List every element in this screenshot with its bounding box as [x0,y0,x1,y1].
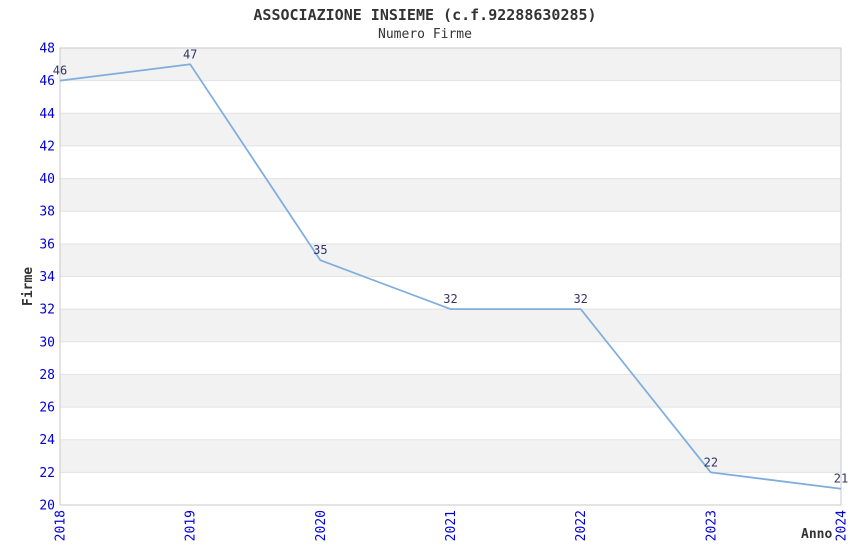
y-tick-label: 26 [39,401,55,416]
y-tick-label: 48 [39,42,55,57]
x-tick-label: 2021 [444,510,459,541]
y-tick-label: 40 [39,172,55,187]
y-tick-label: 22 [39,466,55,481]
data-point-label: 46 [53,64,67,78]
plot-band [60,178,841,212]
y-axis-label: Firme [21,266,36,306]
y-tick-label: 36 [39,237,55,252]
y-tick-label: 24 [39,433,55,448]
data-point-label: 47 [183,47,197,61]
y-tick-label: 46 [39,74,55,89]
chart-subtitle: Numero Firme [378,27,472,42]
x-tick-label: 2023 [704,510,719,541]
x-tick-label: 2019 [184,510,199,541]
y-tick-label: 44 [39,107,55,122]
y-tick-label: 30 [39,335,55,350]
data-point-label: 32 [573,292,587,306]
data-point-label: 21 [834,472,848,486]
plot-band [60,243,841,277]
plot-band [60,439,841,473]
y-tick-label: 34 [39,270,55,285]
chart-title: ASSOCIAZIONE INSIEME (c.f.92288630285) [253,6,597,24]
data-line [59,63,842,490]
y-tick-label: 28 [39,368,55,383]
plot-band [60,48,841,81]
plot-band [60,374,841,408]
x-tick-label: 2020 [314,510,329,541]
x-tick-label: 2024 [835,510,850,541]
data-point-label: 22 [704,455,718,469]
data-point-label: 35 [313,243,327,257]
y-tick-label: 42 [39,139,55,154]
x-tick-label: 2022 [574,510,589,541]
y-tick-label: 32 [39,303,55,318]
data-point-label: 32 [443,292,457,306]
x-axis-label: Anno [801,527,833,542]
x-tick-label: 2018 [54,510,69,541]
plot-border [59,47,842,506]
plot-band [60,113,841,146]
y-tick-label: 38 [39,205,55,220]
plot-band [60,309,841,342]
y-tick-label: 20 [39,499,55,514]
